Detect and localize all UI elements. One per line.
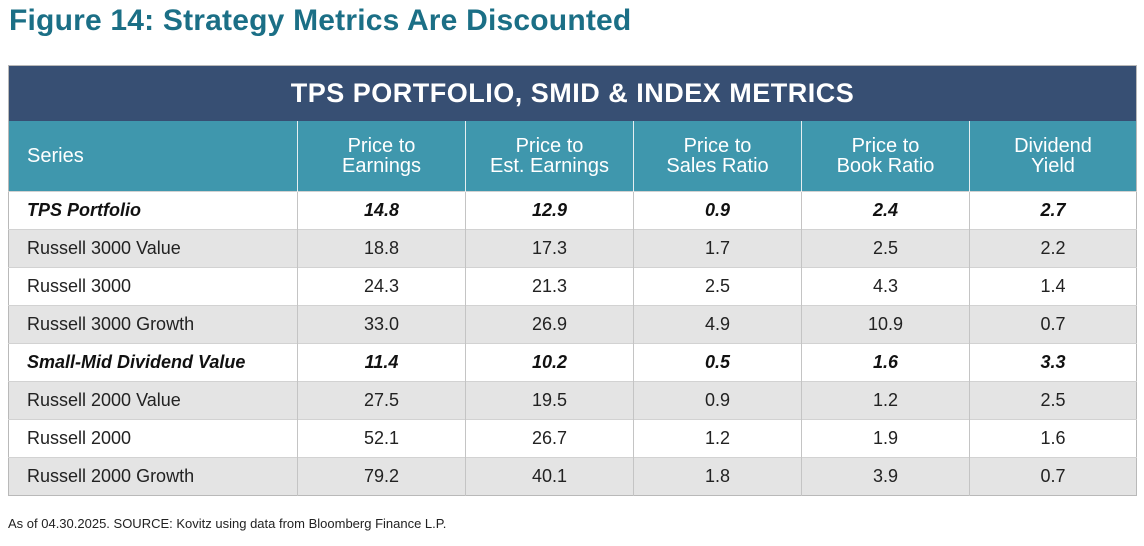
cell-price-to-book: 1.2	[801, 381, 970, 420]
cell-price-to-est-earnings: 12.9	[465, 191, 634, 230]
cell-series: Russell 2000	[8, 419, 298, 458]
header-price-to-book: Price to Book Ratio	[801, 121, 970, 192]
cell-series: Russell 3000	[8, 267, 298, 306]
table-row: Russell 2000 Value 27.5 19.5 0.9 1.2 2.5	[8, 381, 1137, 420]
source-note: As of 04.30.2025. SOURCE: Kovitz using d…	[8, 516, 447, 531]
cell-price-to-sales: 0.5	[633, 343, 802, 382]
cell-price-to-book: 10.9	[801, 305, 970, 344]
cell-price-to-earnings: 24.3	[297, 267, 466, 306]
cell-price-to-sales: 0.9	[633, 191, 802, 230]
cell-dividend-yield: 0.7	[969, 305, 1137, 344]
cell-series: Russell 2000 Value	[8, 381, 298, 420]
column-header-row: Series Price to Earnings Price to Est. Ear…	[8, 121, 1137, 192]
table-row: Russell 3000 24.3 21.3 2.5 4.3 1.4	[8, 267, 1137, 306]
header-dividend-yield: Dividend Yield	[969, 121, 1137, 192]
cell-price-to-est-earnings: 26.9	[465, 305, 634, 344]
cell-price-to-earnings: 27.5	[297, 381, 466, 420]
header-price-to-earnings: Price to Earnings	[297, 121, 466, 192]
header-price-to-sales: Price to Sales Ratio	[633, 121, 802, 192]
cell-price-to-sales: 1.2	[633, 419, 802, 458]
cell-dividend-yield: 0.7	[969, 457, 1137, 496]
cell-price-to-earnings: 14.8	[297, 191, 466, 230]
table-row: Russell 3000 Growth 33.0 26.9 4.9 10.9 0.7	[8, 305, 1137, 344]
cell-price-to-sales: 4.9	[633, 305, 802, 344]
cell-price-to-sales: 1.8	[633, 457, 802, 496]
cell-price-to-est-earnings: 21.3	[465, 267, 634, 306]
cell-price-to-earnings: 79.2	[297, 457, 466, 496]
cell-series: Russell 3000 Growth	[8, 305, 298, 344]
cell-price-to-sales: 2.5	[633, 267, 802, 306]
cell-dividend-yield: 2.7	[969, 191, 1137, 230]
metrics-table: TPS PORTFOLIO, SMID & INDEX METRICS Seri…	[8, 65, 1138, 496]
metrics-table-container: TPS PORTFOLIO, SMID & INDEX METRICS Seri…	[8, 65, 1138, 496]
cell-price-to-sales: 0.9	[633, 381, 802, 420]
cell-price-to-est-earnings: 19.5	[465, 381, 634, 420]
cell-price-to-est-earnings: 17.3	[465, 229, 634, 268]
cell-series: TPS Portfolio	[8, 191, 298, 230]
cell-price-to-book: 2.4	[801, 191, 970, 230]
cell-price-to-est-earnings: 40.1	[465, 457, 634, 496]
cell-price-to-book: 1.9	[801, 419, 970, 458]
figure-title: Figure 14: Strategy Metrics Are Discount…	[9, 4, 632, 37]
table-row: Russell 3000 Value 18.8 17.3 1.7 2.5 2.2	[8, 229, 1137, 268]
cell-series: Russell 2000 Growth	[8, 457, 298, 496]
cell-price-to-est-earnings: 10.2	[465, 343, 634, 382]
cell-dividend-yield: 1.6	[969, 419, 1137, 458]
cell-price-to-est-earnings: 26.7	[465, 419, 634, 458]
table-row: Russell 2000 Growth 79.2 40.1 1.8 3.9 0.7	[8, 457, 1137, 496]
table-body: TPS Portfolio 14.8 12.9 0.9 2.4 2.7 Russell 30…	[8, 191, 1137, 496]
cell-dividend-yield: 1.4	[969, 267, 1137, 306]
cell-price-to-earnings: 52.1	[297, 419, 466, 458]
cell-dividend-yield: 3.3	[969, 343, 1137, 382]
table-banner-row: TPS PORTFOLIO, SMID & INDEX METRICS	[8, 65, 1137, 121]
cell-price-to-book: 3.9	[801, 457, 970, 496]
cell-price-to-book: 4.3	[801, 267, 970, 306]
cell-price-to-earnings: 18.8	[297, 229, 466, 268]
table-row: Small-Mid Dividend Value 11.4 10.2 0.5 1.6 3.…	[8, 343, 1137, 382]
cell-price-to-book: 1.6	[801, 343, 970, 382]
cell-series: Small-Mid Dividend Value	[8, 343, 298, 382]
table-row: TPS Portfolio 14.8 12.9 0.9 2.4 2.7	[8, 191, 1137, 230]
header-series: Series	[8, 121, 298, 192]
table-row: Russell 2000 52.1 26.7 1.2 1.9 1.6	[8, 419, 1137, 458]
cell-dividend-yield: 2.5	[969, 381, 1137, 420]
cell-price-to-earnings: 33.0	[297, 305, 466, 344]
table-banner: TPS PORTFOLIO, SMID & INDEX METRICS	[8, 65, 1137, 121]
cell-dividend-yield: 2.2	[969, 229, 1137, 268]
cell-price-to-sales: 1.7	[633, 229, 802, 268]
cell-price-to-book: 2.5	[801, 229, 970, 268]
cell-price-to-earnings: 11.4	[297, 343, 466, 382]
header-price-to-est-earnings: Price to Est. Earnings	[465, 121, 634, 192]
cell-series: Russell 3000 Value	[8, 229, 298, 268]
